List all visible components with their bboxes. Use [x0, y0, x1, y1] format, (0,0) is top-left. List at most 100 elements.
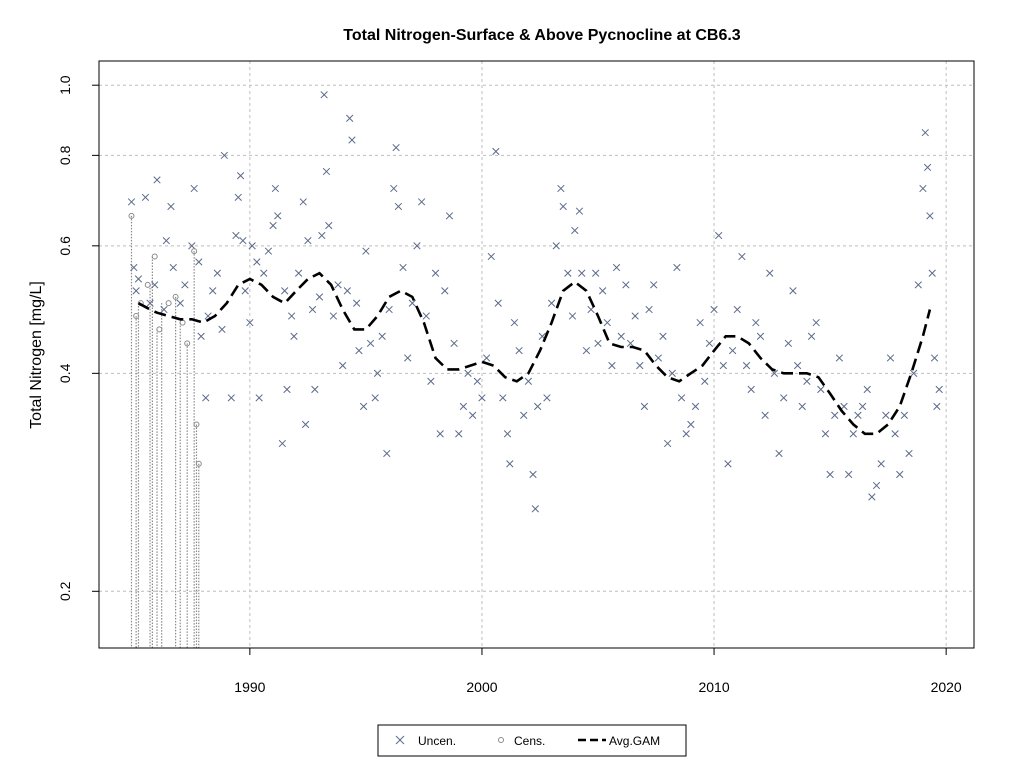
uncen-point	[770, 369, 779, 377]
uncen-point	[236, 172, 245, 180]
uncen-point	[346, 114, 354, 122]
uncen-point	[650, 281, 658, 289]
uncen-point	[255, 394, 263, 402]
uncen-point	[218, 325, 226, 334]
uncen-point	[598, 287, 607, 295]
uncen-point	[691, 402, 700, 411]
uncen-point	[278, 439, 287, 448]
uncen-point	[188, 242, 196, 250]
uncen-point	[464, 369, 472, 377]
uncen-point	[318, 231, 326, 240]
legend-gam-label: Avg.GAM	[609, 734, 660, 748]
uncen-point	[789, 287, 797, 295]
uncen-point	[663, 439, 672, 448]
uncen-point	[515, 346, 523, 355]
uncen-point	[320, 91, 328, 99]
uncen-point	[371, 394, 379, 402]
uncen-point	[747, 385, 755, 394]
uncen-point	[146, 299, 154, 307]
uncen-point	[385, 305, 393, 314]
uncen-point	[220, 151, 228, 160]
y-axis-label: Total Nitrogen [mg/L]	[28, 281, 45, 429]
uncen-point	[213, 269, 222, 277]
uncen-point	[923, 163, 932, 172]
uncen-point	[130, 263, 138, 272]
uncen-point	[417, 198, 426, 206]
uncen-point	[933, 402, 941, 411]
uncen-point	[404, 354, 412, 362]
uncen-point	[362, 247, 370, 255]
uncen-point	[334, 281, 342, 289]
legend-cens-marker	[498, 737, 504, 743]
uncen-point	[232, 231, 240, 240]
uncen-point	[209, 287, 217, 295]
cens-point	[172, 293, 179, 300]
uncen-point	[520, 411, 528, 419]
uncen-point	[343, 287, 351, 295]
uncen-point	[176, 299, 184, 307]
uncen-point	[197, 332, 205, 340]
uncen-point	[849, 430, 857, 438]
uncen-point	[195, 258, 203, 266]
uncen-point	[253, 258, 261, 266]
y-tick-label: 0.4	[57, 363, 73, 383]
uncen-point	[408, 299, 416, 307]
cens-point	[128, 212, 135, 219]
uncen-point	[315, 293, 324, 301]
uncen-point	[394, 202, 403, 211]
uncen-point	[134, 275, 143, 283]
cens-point	[151, 253, 158, 260]
legend-cens-label: Cens.	[514, 734, 545, 748]
uncen-point	[886, 354, 895, 362]
uncen-point	[612, 263, 621, 272]
grid	[99, 61, 974, 648]
uncen-point	[248, 242, 256, 250]
uncen-point	[910, 369, 918, 377]
uncen-point	[469, 411, 477, 419]
x-tick-label: 2020	[931, 679, 962, 695]
uncen-point	[559, 202, 567, 211]
uncen-point	[659, 332, 667, 340]
uncen-point	[858, 402, 867, 411]
uncen-point	[366, 339, 375, 348]
y-tick-label: 1.0	[57, 75, 73, 95]
uncen-point	[547, 299, 556, 307]
uncen-point	[877, 460, 885, 468]
cens-point	[184, 340, 191, 347]
uncen-point	[617, 332, 625, 340]
uncen-point	[603, 318, 611, 327]
uncen-point	[373, 369, 382, 377]
uncen-point	[682, 430, 690, 438]
uncen-point	[687, 420, 695, 429]
uncen-point	[234, 193, 242, 202]
uncen-point	[478, 394, 486, 402]
uncen-point	[459, 402, 468, 411]
uncen-point	[626, 339, 635, 348]
uncen-point	[413, 242, 421, 250]
cens-point	[133, 313, 140, 320]
cens-point	[144, 281, 151, 288]
uncen-point	[506, 460, 514, 468]
legend-box	[377, 724, 687, 757]
uncen-point	[594, 339, 602, 348]
uncen-point	[441, 287, 449, 295]
uncen-point	[127, 198, 136, 206]
uncen-point	[733, 305, 741, 314]
uncen-point	[835, 354, 844, 362]
uncen-point	[269, 221, 277, 230]
uncen-point	[840, 402, 848, 411]
uncen-point	[673, 263, 681, 272]
uncen-point	[821, 430, 830, 438]
legend-uncen-marker	[395, 735, 405, 745]
uncen-point	[752, 318, 760, 327]
uncen-point	[531, 505, 539, 513]
uncen-point	[455, 430, 463, 438]
uncen-point	[510, 318, 519, 327]
uncen-point	[701, 377, 709, 385]
cens-point	[193, 421, 200, 428]
uncen-point	[738, 252, 746, 261]
uncen-point	[311, 385, 319, 394]
censored-ranges	[130, 215, 200, 648]
uncen-point	[524, 377, 533, 385]
